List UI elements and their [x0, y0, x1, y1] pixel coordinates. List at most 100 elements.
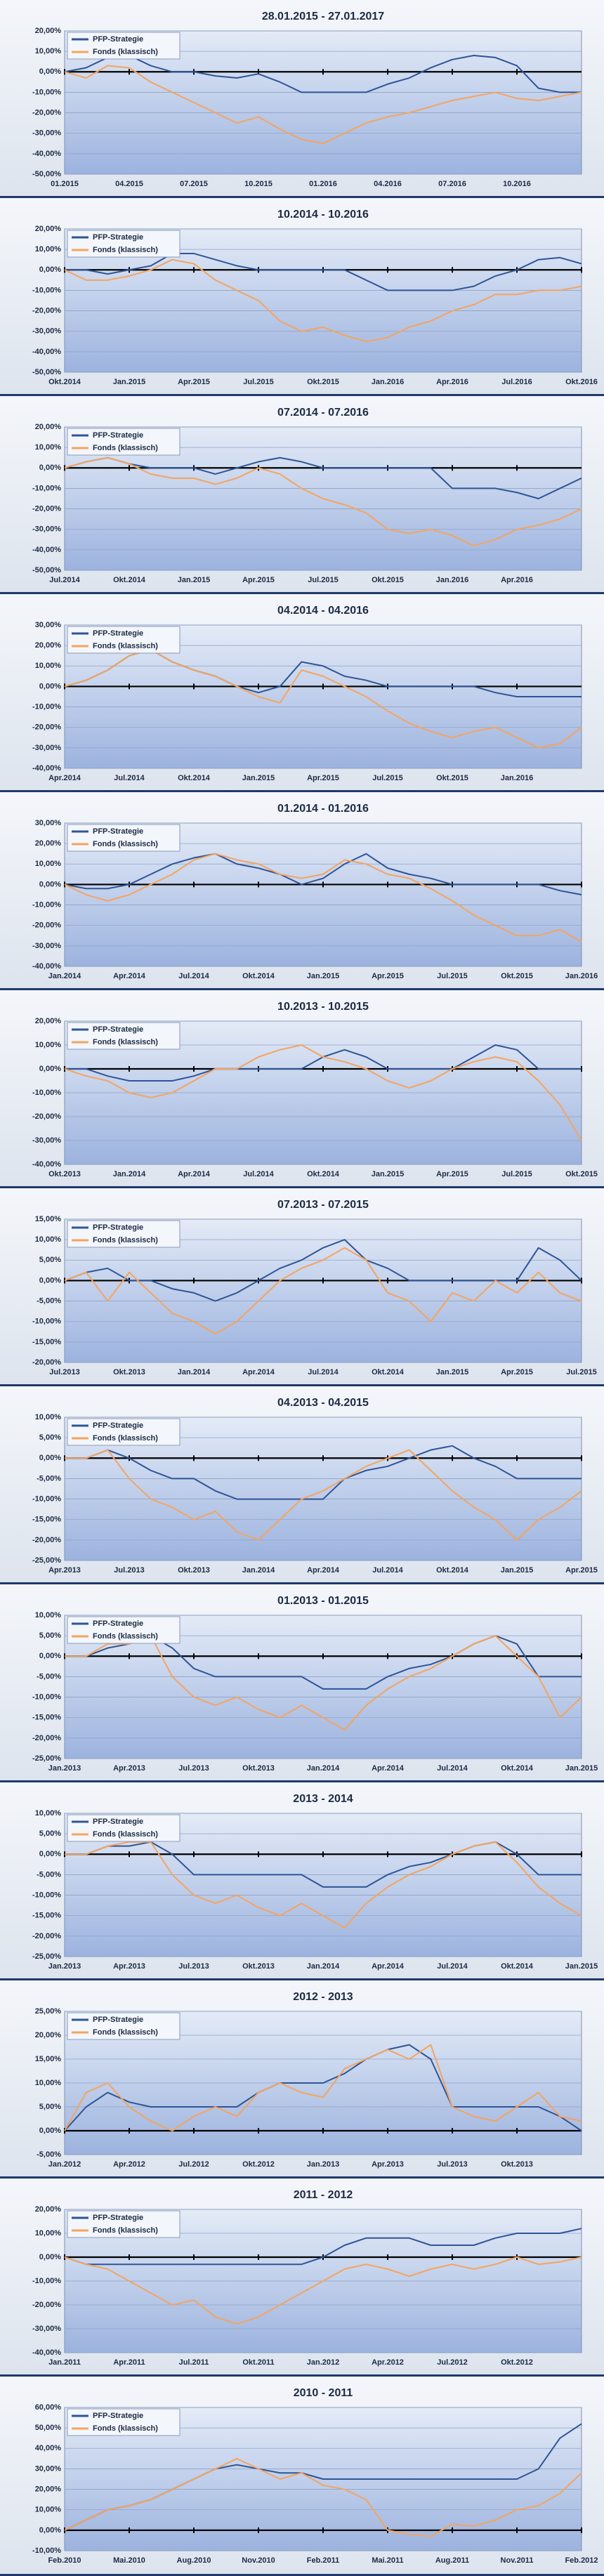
x-tick-label: Apr.2014 — [178, 1170, 211, 1178]
x-tick-label: Apr.2012 — [113, 2160, 145, 2169]
panel-separator — [0, 592, 604, 594]
y-tick-label: -50,00% — [32, 170, 61, 178]
legend: PFP-Strategie Fonds (klassisch) — [67, 1814, 180, 1842]
x-tick-label: Apr.2015 — [242, 576, 275, 584]
legend-box — [67, 32, 180, 60]
y-tick-label: 60,00% — [35, 2403, 62, 2412]
y-tick-label: 20,00% — [35, 1017, 62, 1025]
x-tick-label: Okt.2013 — [48, 1170, 81, 1178]
y-tick-label: -10,00% — [32, 702, 61, 711]
y-tick-label: 20,00% — [35, 839, 62, 848]
y-tick-label: -10,00% — [32, 88, 61, 96]
chart-panel: 04.2013 - 04.2015 10,00% 5,00% 0,00% -5,00% -… — [0, 1386, 604, 1584]
x-tick-label: Okt.2014 — [178, 774, 211, 782]
x-tick-label: Jul.2014 — [308, 1368, 339, 1376]
legend: PFP-Strategie Fonds (klassisch) — [67, 32, 180, 60]
y-tick-label: 15,00% — [35, 2055, 62, 2063]
series-line — [64, 2044, 582, 2131]
legend-box — [67, 626, 180, 654]
y-tick-label: -40,00% — [32, 150, 61, 158]
x-tick-label: Jul.2015 — [566, 1368, 596, 1376]
y-tick-label: -10,00% — [32, 1494, 61, 1503]
x-tick-label: Feb.2010 — [48, 2556, 81, 2565]
x-tick-label: Okt.2012 — [501, 2358, 533, 2367]
panel-separator — [0, 394, 604, 396]
x-tick-label: Jul.2015 — [501, 1170, 532, 1178]
legend-box — [67, 1220, 180, 1248]
x-tick-label: Jul.2014 — [437, 1764, 468, 1773]
x-tick-label: Jan.2016 — [372, 378, 404, 386]
y-tick-label: -20,00% — [32, 504, 61, 513]
y-tick-label: -10,00% — [32, 2547, 61, 2555]
y-tick-label: 0,00% — [39, 1065, 61, 1073]
y-tick-label: 20,00% — [35, 2031, 62, 2039]
chart-panel: 04.2014 - 04.2016 30,00% 20,00% 10,00% 0,00%… — [0, 594, 604, 792]
y-tick-label: -30,00% — [32, 129, 61, 138]
y-tick-label: -10,00% — [32, 1317, 61, 1326]
y-tick-label: 0,00% — [39, 880, 61, 888]
legend-label: PFP-Strategie — [93, 233, 143, 242]
x-tick-label: Nov.2011 — [501, 2556, 534, 2565]
x-tick-label: Jul.2013 — [49, 1368, 79, 1376]
x-tick-label: 01.2015 — [51, 180, 79, 188]
x-tick-label: Apr.2014 — [372, 1764, 405, 1773]
panel-separator — [0, 2574, 604, 2576]
legend-label: PFP-Strategie — [93, 1818, 143, 1826]
chart-panel: 01.2014 - 01.2016 30,00% 20,00% 10,00% 0,00%… — [0, 792, 604, 990]
x-tick-label: Jul.2015 — [372, 774, 402, 782]
x-tick-label: Jan.2014 — [307, 1962, 340, 1971]
x-tick-label: Jan.2016 — [565, 972, 598, 980]
x-tick-label: Mai.2010 — [113, 2556, 145, 2565]
y-tick-label: -30,00% — [32, 327, 61, 336]
x-tick-label: Jul.2014 — [49, 576, 80, 584]
y-tick-label: -5,00% — [37, 1672, 61, 1681]
y-tick-label: -30,00% — [32, 942, 61, 950]
legend: PFP-Strategie Fonds (klassisch) — [67, 2012, 180, 2040]
x-tick-label: Jul.2015 — [437, 972, 467, 980]
x-tick-label: Okt.2015 — [372, 576, 404, 584]
x-tick-label: Apr.2013 — [48, 1566, 81, 1575]
x-tick-label: Okt.2013 — [113, 1368, 145, 1376]
x-tick-label: Jan.2015 — [178, 576, 210, 584]
y-tick-label: 10,00% — [35, 2229, 62, 2237]
x-tick-label: Apr.2015 — [501, 1368, 533, 1376]
x-tick-label: 01.2016 — [309, 180, 337, 188]
legend: PFP-Strategie Fonds (klassisch) — [67, 1220, 180, 1248]
y-tick-label: 0,00% — [39, 1276, 61, 1284]
y-tick-label: -20,00% — [32, 1734, 61, 1742]
x-tick-label: 07.2015 — [180, 180, 208, 188]
chart-title: 01.2014 - 01.2016 — [277, 803, 369, 815]
y-tick-label: 0,00% — [39, 464, 61, 472]
x-tick-label: 04.2015 — [115, 180, 143, 188]
x-tick-label: Jul.2012 — [178, 2160, 209, 2169]
y-tick-label: 10,00% — [35, 1041, 62, 1049]
legend-box — [67, 230, 180, 258]
chart-title: 2013 - 2014 — [293, 1793, 353, 1805]
x-tick-label: Okt.2015 — [501, 972, 533, 980]
y-tick-label: 0,00% — [39, 265, 61, 274]
legend-label: Fonds (klassisch) — [93, 1038, 158, 1046]
x-tick-label: Feb.2012 — [565, 2556, 598, 2565]
x-tick-label: Jul.2013 — [178, 1764, 209, 1773]
y-tick-label: -40,00% — [32, 2348, 61, 2357]
y-tick-label: 5,00% — [39, 1256, 61, 1264]
y-tick-label: -20,00% — [32, 921, 61, 930]
x-tick-label: Apr.2014 — [307, 1566, 340, 1575]
y-tick-label: -10,00% — [32, 484, 61, 492]
x-tick-label: Jan.2015 — [242, 774, 275, 782]
panel-separator — [0, 1582, 604, 1584]
x-tick-label: Jan.2015 — [113, 378, 145, 386]
y-tick-label: 0,00% — [39, 1652, 61, 1660]
legend-label: PFP-Strategie — [93, 2412, 143, 2420]
legend-box — [67, 2012, 180, 2040]
x-tick-label: Okt.2014 — [436, 1566, 469, 1575]
y-tick-label: 5,00% — [39, 1829, 61, 1838]
y-tick-label: -10,00% — [32, 1089, 61, 1097]
x-tick-label: Apr.2014 — [48, 774, 81, 782]
y-tick-label: 30,00% — [35, 621, 62, 629]
series-line — [64, 1247, 582, 1335]
y-tick-label: -30,00% — [32, 525, 61, 534]
series-line — [64, 65, 582, 145]
y-tick-label: 20,00% — [35, 641, 62, 650]
panel-separator — [0, 2176, 604, 2179]
